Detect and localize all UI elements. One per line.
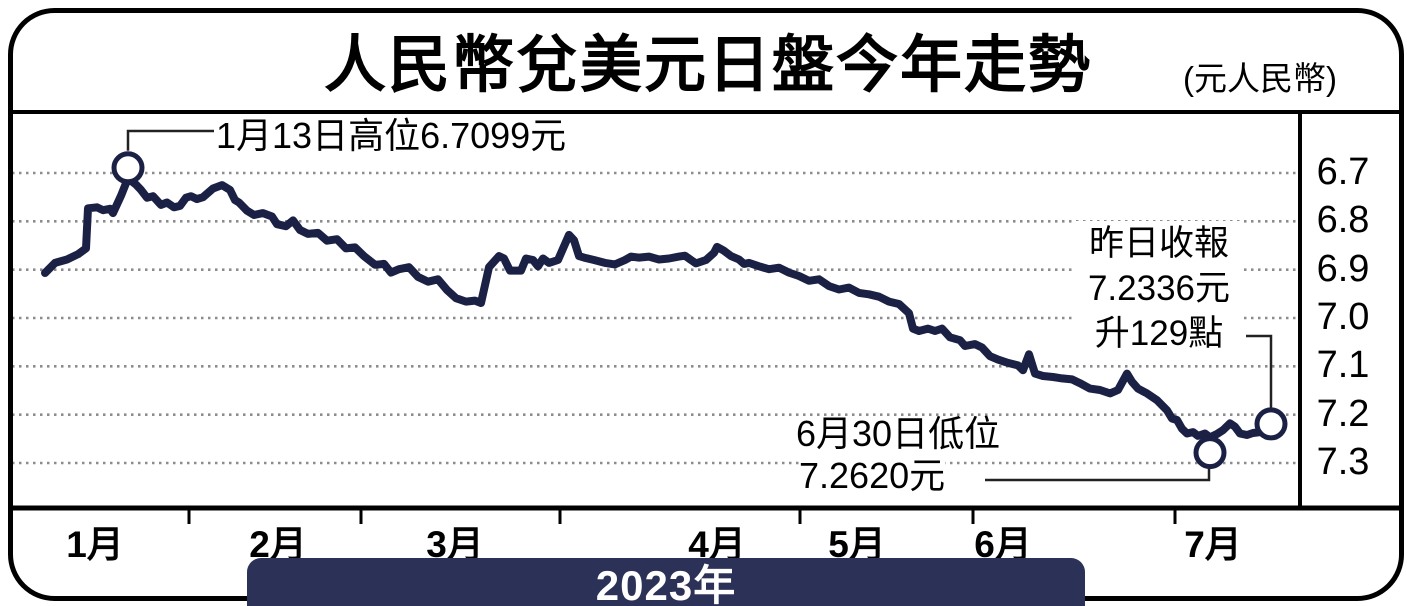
- annotation-close-line3: 升129點: [1094, 314, 1224, 353]
- unit-label: (元人民幣): [1183, 60, 1337, 97]
- x-axis-ticks: [187, 508, 1177, 524]
- y-axis-label: 7.0: [1316, 296, 1370, 338]
- y-axis-label: 7.2: [1316, 392, 1370, 435]
- price-line: [41, 174, 1274, 442]
- y-axis-label: 6.9: [1316, 247, 1370, 290]
- y-axis-label: 6.7: [1316, 151, 1370, 193]
- year-banner: 2023年: [247, 558, 1085, 606]
- annotation-close-line1: 昨日收報: [1088, 224, 1229, 263]
- annotation-close: 昨日收報 7.2336元 升129點: [1075, 221, 1243, 356]
- annotation-low-line2: 7.2620元: [799, 455, 946, 496]
- x-axis-label: 7月: [1184, 524, 1242, 565]
- annotation-close-line2: 7.2336元: [1087, 269, 1231, 308]
- y-axis-label: 7.1: [1316, 344, 1370, 387]
- y-axis-label: 6.8: [1316, 199, 1370, 242]
- annotation-high: 1月13日高位6.7099元: [216, 115, 567, 156]
- x-axis-label: 1月: [66, 524, 124, 565]
- annotation-connectors: [126, 129, 1273, 482]
- y-axis-label: 7.3: [1316, 441, 1370, 483]
- extreme-markers: [111, 151, 1288, 470]
- chart-title: 人民幣兌美元日盤今年走勢: [323, 31, 1092, 100]
- annotation-low-line1: 6月30日低位: [796, 413, 1001, 454]
